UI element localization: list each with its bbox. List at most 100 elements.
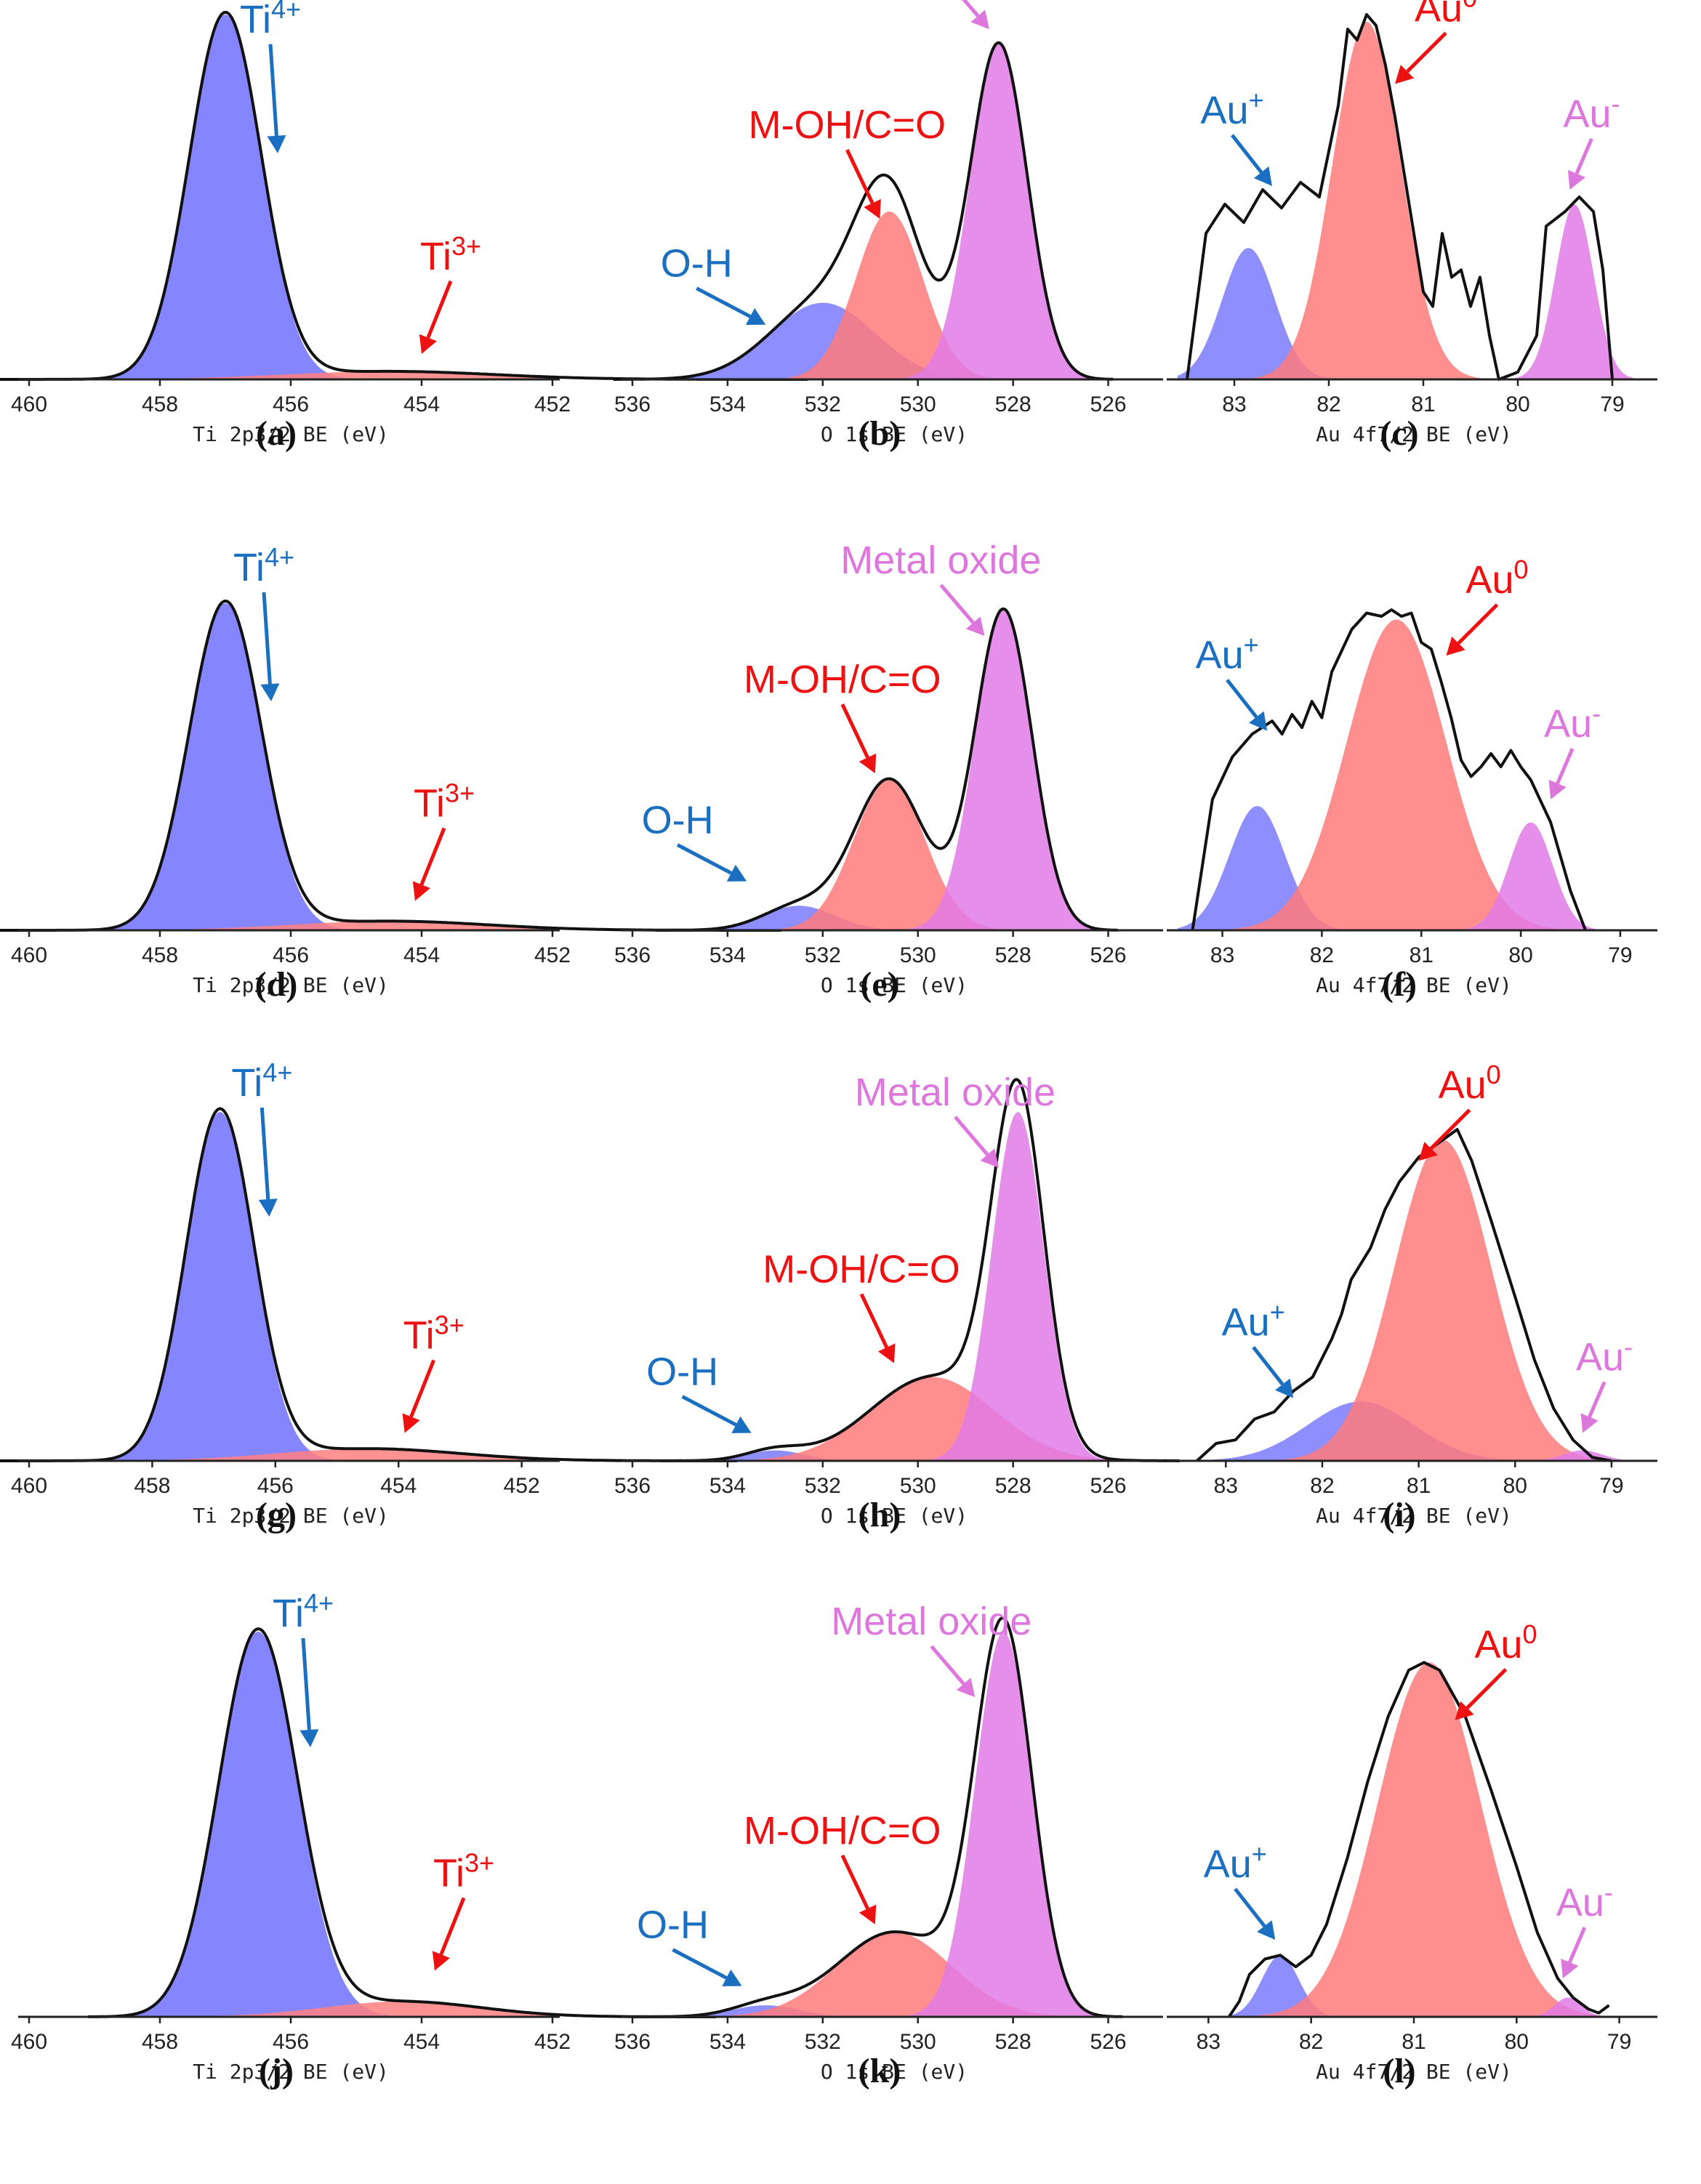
annotation-arrowhead	[260, 683, 280, 701]
annotation-label: Ti4+	[233, 542, 294, 589]
x-tick-label: 452	[534, 943, 571, 967]
annotation-label: Au0	[1474, 1619, 1537, 1667]
peak-au-	[1178, 822, 1650, 930]
annotation-arrowhead	[965, 616, 985, 636]
annotation-arrow	[676, 843, 733, 875]
annotation-label: M-OH/C=O	[744, 1809, 941, 1853]
peak-au-	[1178, 1955, 1650, 2017]
x-tick-label: 460	[11, 1474, 47, 1498]
x-axis-label: O 1s BE (eV)	[821, 973, 968, 997]
panel-label: (e)	[860, 965, 898, 1004]
xps-panel-g: 460 458 456 454 452 Ti 2p3/2 BE (eV)(g) Ti4+ Ti…	[0, 1057, 738, 1534]
annotation-arrow	[260, 1107, 270, 1200]
annotation-arrow	[1588, 1381, 1606, 1418]
x-tick-label: 83	[1197, 2030, 1221, 2054]
x-tick-label: 536	[614, 392, 651, 416]
x-tick-label: 532	[805, 943, 841, 967]
x-tick-label: 83	[1210, 943, 1234, 967]
panel-label: (d)	[255, 965, 298, 1004]
annotation-arrowhead	[1418, 1142, 1438, 1161]
x-tick-label: 460	[11, 392, 47, 416]
annotation-label: M-OH/C=O	[763, 1248, 960, 1292]
envelope-line	[0, 1107, 738, 1462]
x-tick-label: 81	[1410, 943, 1433, 967]
x-tick-label: 452	[534, 392, 571, 416]
envelope-line	[1228, 1661, 1610, 2018]
peak-ti4-	[29, 1112, 552, 1461]
peak-au0	[1178, 1662, 1650, 2017]
annotation-arrowhead	[1561, 1958, 1579, 1978]
annotation-arrow	[1226, 678, 1258, 719]
peak-ti4-	[29, 1632, 552, 2017]
annotation-label: Au+	[1204, 1839, 1267, 1886]
envelope-line	[0, 600, 781, 932]
x-tick-label: 79	[1608, 943, 1632, 967]
annotation-label: Metal oxide	[840, 539, 1041, 582]
peak-metal-oxide	[632, 1112, 1156, 1461]
panel-label: (g)	[256, 1496, 297, 1534]
x-axis-label: Au 4f7/2 BE (eV)	[1316, 2060, 1512, 2084]
x-tick-label: 530	[900, 1474, 936, 1498]
annotation-arrowhead	[877, 1343, 896, 1363]
panel-label: (k)	[858, 2052, 901, 2090]
peak-o-h	[632, 302, 1156, 379]
peak-o-h	[632, 906, 1156, 930]
annotation-arrow	[426, 280, 453, 339]
annotation-arrow	[1231, 134, 1263, 174]
annotation-label: Au+	[1200, 85, 1263, 132]
xps-panel-k: 536 534 532 530 528 526 O 1s BE (eV)(k) Metal o…	[614, 1600, 1163, 2090]
peak-au-	[1178, 248, 1650, 379]
x-tick-label: 534	[709, 392, 746, 416]
peak-au0	[1178, 1140, 1650, 1461]
x-tick-label: 80	[1505, 2030, 1529, 2054]
annotation-arrowhead	[745, 308, 766, 326]
x-axis-label: O 1s BE (eV)	[821, 1504, 968, 1528]
x-tick-label: 458	[134, 1474, 170, 1498]
annotation-arrowhead	[402, 1413, 420, 1433]
x-axis-label: Au 4f7/2 BE (eV)	[1316, 1504, 1512, 1528]
x-tick-label: 528	[995, 2030, 1032, 2054]
annotation-label: Au-	[1576, 1332, 1633, 1379]
annotation-label: M-OH/C=O	[744, 658, 941, 701]
annotation-arrowhead	[980, 1148, 999, 1168]
envelope-line	[88, 1627, 716, 2018]
panel-label: (j)	[259, 2052, 294, 2090]
x-tick-label: 526	[1090, 2030, 1127, 2054]
annotation-arrow	[439, 1897, 466, 1956]
x-tick-label: 458	[142, 2030, 178, 2054]
x-tick-label: 82	[1299, 2030, 1323, 2054]
annotation-label: Ti3+	[420, 231, 481, 278]
x-tick-label: 81	[1411, 392, 1435, 416]
annotation-label: Ti4+	[273, 1588, 334, 1635]
x-tick-label: 536	[614, 943, 651, 967]
x-tick-label: 458	[142, 392, 178, 416]
x-tick-label: 530	[900, 2030, 936, 2054]
peak-au0	[1178, 22, 1650, 379]
peak-m-oh-c-o	[632, 1932, 1156, 2017]
panel-label: (f)	[1382, 965, 1417, 1004]
x-axis-label: Au 4f7/2 BE (eV)	[1316, 422, 1512, 446]
annotation-arrowhead	[1548, 779, 1567, 799]
x-tick-label: 456	[273, 392, 309, 416]
x-tick-label: 82	[1310, 1474, 1334, 1498]
annotation-arrow	[1575, 137, 1593, 174]
x-tick-label: 534	[709, 1474, 746, 1498]
annotation-arrow	[419, 827, 446, 886]
x-tick-label: 454	[403, 2030, 440, 2054]
annotation-arrowhead	[956, 1677, 976, 1698]
x-tick-label: 526	[1090, 392, 1127, 416]
annotation-label: Metal oxide	[831, 1600, 1032, 1643]
annotation-label: Au0	[1415, 0, 1477, 30]
envelope-line	[1186, 13, 1614, 381]
envelope-line	[656, 607, 1118, 932]
envelope-line	[661, 1078, 1180, 1462]
annotation-arrow	[939, 584, 975, 624]
x-tick-label: 80	[1508, 943, 1532, 967]
peak-au-	[1178, 204, 1650, 379]
annotation-arrow	[859, 1293, 888, 1348]
annotation-arrowhead	[970, 9, 989, 30]
annotation-arrow	[1234, 1887, 1266, 1927]
x-tick-label: 526	[1090, 1474, 1127, 1498]
xps-panel-f: 83 82 81 80 79 Au 4f7/2 BE (eV)(f) Au+ Au0 Au-	[1167, 555, 1657, 1004]
x-tick-label: 528	[995, 943, 1032, 967]
